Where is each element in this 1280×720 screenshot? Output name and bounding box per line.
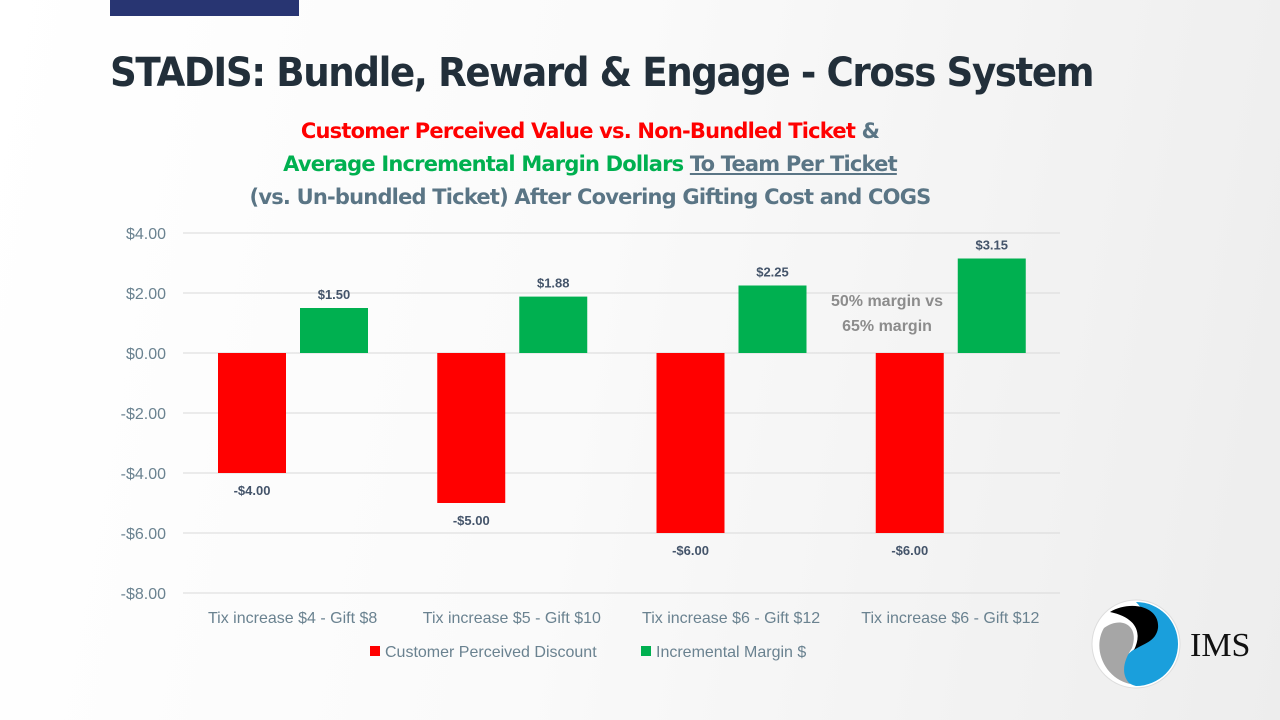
- data-label: $2.25: [756, 265, 789, 280]
- subtitle-amp: &: [855, 119, 880, 143]
- x-tick-label: Tix increase $6 - Gift $12: [861, 610, 1039, 627]
- legend-swatch: [370, 646, 380, 656]
- data-label: -$4.00: [234, 483, 271, 498]
- y-tick-label: -$4.00: [121, 466, 166, 483]
- y-tick-label: -$8.00: [121, 586, 166, 603]
- y-tick-label: $2.00: [126, 286, 166, 303]
- data-label: -$5.00: [453, 513, 490, 528]
- subtitle-underlined: To Team Per Ticket: [689, 152, 898, 176]
- ims-logo: IMS: [1090, 598, 1270, 690]
- legend-label: Incremental Margin $: [656, 644, 806, 661]
- data-label: -$6.00: [891, 543, 928, 558]
- bar-perceived-discount: [218, 353, 286, 473]
- chart-subtitle-line2: Average Incremental Margin Dollars To Te…: [0, 152, 1180, 176]
- bar-incremental-margin: [738, 285, 807, 353]
- subtitle-red: Customer Perceived Value vs. Non-Bundled…: [300, 119, 856, 143]
- bar-perceived-discount: [875, 353, 944, 533]
- page-title: STADIS: Bundle, Reward & Engage - Cross …: [110, 50, 1095, 96]
- y-tick-label: -$2.00: [121, 406, 166, 423]
- bar-perceived-discount: [656, 353, 725, 533]
- x-tick-label: Tix increase $5 - Gift $10: [423, 610, 601, 627]
- annotation: 50% margin vs: [831, 293, 943, 310]
- chart-subtitle-line1: Customer Perceived Value vs. Non-Bundled…: [0, 119, 1180, 143]
- bar-incremental-margin: [957, 258, 1026, 353]
- data-label: $3.15: [975, 238, 1008, 253]
- chart-subtitle-line3: (vs. Un-bundled Ticket) After Covering G…: [249, 185, 932, 209]
- legend-label: Customer Perceived Discount: [385, 644, 597, 661]
- y-tick-label: -$6.00: [121, 526, 166, 543]
- x-tick-label: Tix increase $4 - Gift $8: [208, 610, 377, 627]
- subtitle-green: Average Incremental Margin Dollars: [283, 152, 684, 176]
- x-tick-label: Tix increase $6 - Gift $12: [642, 610, 820, 627]
- data-label: $1.50: [318, 287, 351, 302]
- ims-logo-icon: IMS: [1091, 599, 1250, 689]
- bar-perceived-discount: [437, 353, 506, 503]
- y-tick-label: $0.00: [126, 346, 166, 363]
- legend-swatch: [641, 646, 651, 656]
- bar-incremental-margin: [519, 296, 588, 353]
- data-label: $1.88: [537, 276, 570, 291]
- ims-logo-text: IMS: [1190, 627, 1250, 664]
- accent-bar: [110, 0, 299, 16]
- annotation: 65% margin: [842, 318, 932, 335]
- y-tick-label: $4.00: [126, 226, 166, 243]
- data-label: -$6.00: [672, 543, 709, 558]
- bar-incremental-margin: [300, 308, 368, 353]
